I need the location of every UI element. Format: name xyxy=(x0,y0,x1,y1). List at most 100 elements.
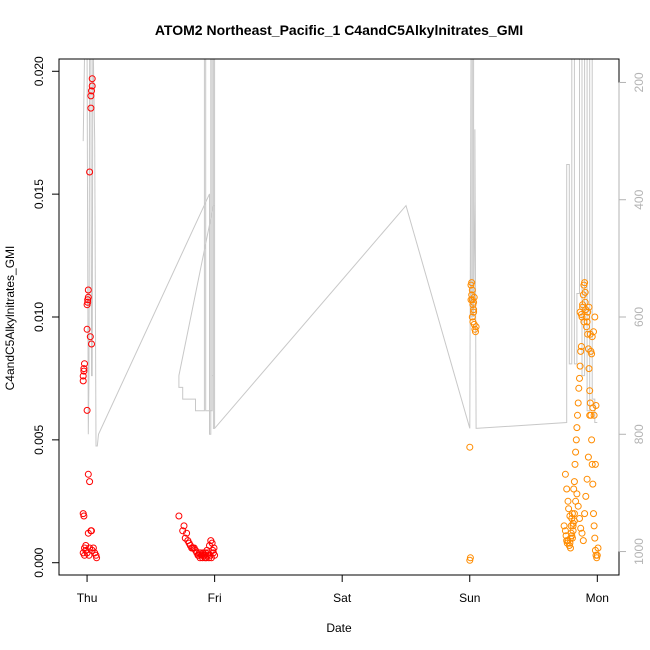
data-point xyxy=(585,365,593,373)
data-point xyxy=(472,328,479,336)
data-point xyxy=(470,308,478,316)
data-point xyxy=(591,534,599,542)
y2-tick-label: 1000 xyxy=(632,538,646,565)
plot-area xyxy=(79,59,602,564)
series-0 xyxy=(79,75,219,562)
data-point xyxy=(80,367,88,375)
data-point xyxy=(561,470,569,478)
data-point xyxy=(585,303,593,311)
data-point xyxy=(88,82,96,90)
data-point xyxy=(591,460,599,468)
data-point xyxy=(87,104,95,112)
data-point xyxy=(83,406,91,414)
data-point xyxy=(89,544,97,552)
y2-tick-label: 600 xyxy=(632,307,646,327)
data-point xyxy=(466,554,474,562)
data-point xyxy=(579,537,587,545)
data-point xyxy=(573,424,581,432)
data-point xyxy=(594,544,602,552)
data-point xyxy=(574,399,582,407)
data-point xyxy=(593,551,601,559)
data-point xyxy=(575,384,583,392)
data-point xyxy=(180,522,188,530)
data-point xyxy=(80,512,88,520)
data-point xyxy=(195,551,203,559)
data-point xyxy=(86,478,94,486)
data-point xyxy=(468,291,476,299)
data-point xyxy=(574,411,581,419)
data-point xyxy=(577,524,585,532)
data-point xyxy=(86,168,94,176)
data-point xyxy=(85,551,93,559)
y-tick-label: 0.010 xyxy=(32,302,46,332)
data-point xyxy=(584,453,592,461)
x-axis: Thu Fri Sat Sun Mon xyxy=(77,574,609,605)
data-point xyxy=(88,340,95,348)
x-tick-label: Thu xyxy=(77,591,98,605)
data-point xyxy=(83,325,91,333)
data-point xyxy=(577,311,585,318)
data-point xyxy=(571,460,579,468)
data-point xyxy=(79,377,87,385)
data-point xyxy=(586,387,594,395)
y-tick-label: 0.015 xyxy=(32,179,46,209)
data-point xyxy=(583,318,591,326)
y-tick-label: 0.020 xyxy=(32,56,46,86)
data-point xyxy=(561,527,569,535)
x-tick-label: Sat xyxy=(333,591,352,605)
data-point xyxy=(572,448,580,456)
x-axis-label: Date xyxy=(326,621,352,635)
data-point xyxy=(576,374,583,382)
data-point xyxy=(468,313,476,321)
y2-tick-label: 800 xyxy=(632,424,646,444)
data-point xyxy=(583,323,590,331)
data-point xyxy=(570,485,578,493)
y2-tick-label: 200 xyxy=(632,72,646,92)
data-point xyxy=(470,306,478,314)
data-point xyxy=(583,475,591,483)
data-point xyxy=(590,522,598,530)
data-point xyxy=(589,480,597,488)
data-point xyxy=(88,87,95,95)
y-axis-right: 200 400 600 800 1000 xyxy=(618,72,646,565)
data-point xyxy=(590,411,598,419)
data-point xyxy=(581,510,589,518)
data-point xyxy=(466,443,474,451)
chart-title: ATOM2 Northeast_Pacific_1 C4andC5Alkylni… xyxy=(155,22,523,38)
data-point xyxy=(84,298,92,306)
x-tick-label: Fri xyxy=(208,591,222,605)
data-point xyxy=(563,485,571,493)
data-point xyxy=(591,313,599,321)
data-point xyxy=(570,517,578,525)
data-point xyxy=(87,92,95,100)
data-point xyxy=(577,343,585,350)
series-line xyxy=(82,59,598,447)
data-point xyxy=(564,497,572,505)
data-point xyxy=(569,522,577,530)
data-point xyxy=(86,333,94,341)
data-point xyxy=(565,505,573,513)
data-point xyxy=(84,470,92,478)
data-point xyxy=(568,532,576,540)
data-point xyxy=(183,529,191,537)
data-point xyxy=(581,288,589,296)
data-point xyxy=(81,360,88,368)
data-point xyxy=(573,490,581,498)
y2-tick-label: 400 xyxy=(632,189,646,209)
data-point xyxy=(572,436,580,444)
data-point xyxy=(578,529,586,537)
x-tick-label: Mon xyxy=(586,591,609,605)
y-axis-left: 0.000 0.005 0.010 0.015 0.020 xyxy=(32,56,60,578)
data-point xyxy=(567,544,574,552)
data-point xyxy=(574,502,582,510)
data-point xyxy=(590,510,597,518)
data-point xyxy=(566,512,574,520)
plot-frame xyxy=(58,58,620,576)
series-1 xyxy=(466,279,602,564)
data-point xyxy=(586,330,594,338)
data-point xyxy=(84,286,92,294)
data-point xyxy=(560,522,568,530)
y-tick-label: 0.000 xyxy=(32,547,46,577)
data-point xyxy=(470,298,478,306)
data-point xyxy=(84,293,92,301)
